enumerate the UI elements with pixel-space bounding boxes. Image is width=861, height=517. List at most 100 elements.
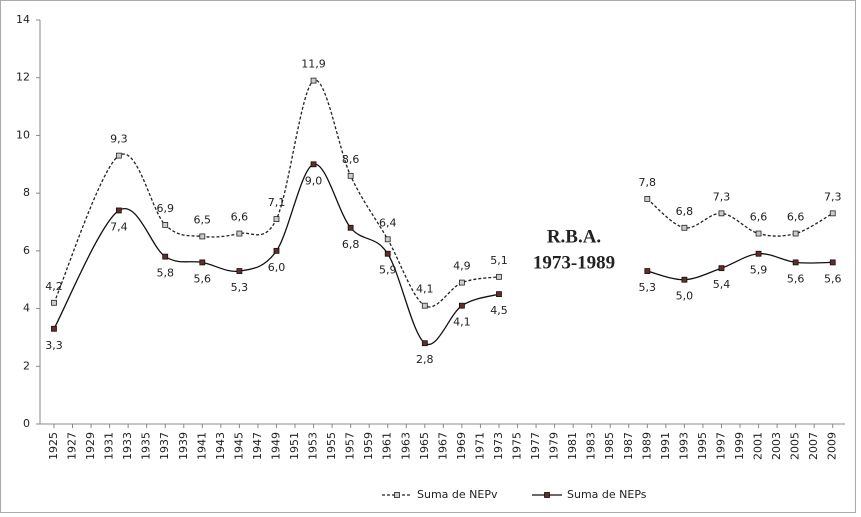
data-label: 5,1 — [490, 254, 508, 267]
x-tick-label: 1959 — [362, 432, 375, 460]
y-tick-label: 12 — [16, 71, 30, 84]
point — [496, 291, 502, 298]
point — [829, 210, 836, 217]
data-label: 5,8 — [156, 267, 174, 280]
point — [755, 230, 762, 237]
point — [644, 268, 651, 274]
x-tick-label: 1963 — [399, 432, 412, 460]
point — [115, 207, 122, 214]
data-label: 4,9 — [453, 260, 471, 273]
data-label: 4,1 — [416, 283, 434, 296]
x-tick-label: 1957 — [344, 432, 357, 460]
x-tick-label: 1943 — [214, 432, 227, 460]
data-label: 5,3 — [231, 281, 249, 294]
x-tick-label: 1947 — [251, 432, 264, 460]
x-tick-label: 1981 — [566, 432, 579, 460]
x-tick-label: 1939 — [177, 432, 190, 460]
data-label: 9,0 — [305, 174, 323, 187]
point — [273, 216, 280, 223]
x-tick-label: 1955 — [325, 432, 338, 460]
annotation: 1973-1989 — [533, 252, 615, 273]
data-label: 6,6 — [750, 211, 768, 224]
data-label: 6,4 — [379, 216, 397, 229]
data-label: 6,0 — [268, 261, 286, 274]
x-tick-label: 2001 — [752, 432, 765, 460]
series-line — [53, 79, 834, 308]
data-label: 6,6 — [787, 211, 805, 224]
data-label: 11,9 — [301, 58, 326, 71]
point — [273, 247, 280, 254]
data-label: 6,6 — [231, 211, 249, 224]
x-tick-label: 1953 — [307, 432, 320, 460]
point — [162, 221, 169, 228]
data-label: 8,6 — [342, 153, 360, 166]
data-label: 7,3 — [713, 190, 731, 203]
y-tick-label: 14 — [16, 13, 30, 26]
y-tick-label: 2 — [23, 359, 30, 372]
x-tick-label: 1977 — [529, 432, 542, 460]
point — [421, 340, 428, 347]
point — [51, 325, 57, 332]
x-tick-label: 1989 — [640, 432, 653, 460]
x-tick-label: 1937 — [158, 432, 171, 460]
y-tick-label: 4 — [23, 302, 30, 315]
x-tick-label: 1995 — [696, 432, 709, 460]
x-tick-label: 2009 — [826, 432, 839, 460]
x-tick-label: 1951 — [288, 432, 301, 460]
point — [681, 224, 688, 231]
point — [236, 230, 243, 237]
legend-label: Suma de NEPs — [567, 488, 647, 501]
x-tick-label: 1933 — [121, 432, 134, 460]
x-tick-label: 1971 — [473, 432, 486, 460]
x-tick-label: 1985 — [603, 432, 616, 460]
data-label: 5,9 — [750, 264, 768, 277]
point — [199, 233, 206, 240]
point — [792, 230, 799, 237]
point — [384, 250, 391, 257]
point — [458, 279, 465, 286]
point — [718, 210, 725, 217]
x-tick-label: 1973 — [492, 432, 505, 460]
y-tick-label: 8 — [23, 186, 30, 199]
point — [51, 299, 57, 306]
point — [681, 276, 688, 283]
x-tick-label: 1949 — [269, 432, 282, 460]
x-tick-label: 2007 — [807, 432, 820, 460]
point — [755, 250, 762, 257]
data-label: 5,0 — [676, 290, 694, 303]
x-tick-label: 1961 — [381, 432, 394, 460]
x-tick-label: 1967 — [436, 432, 449, 460]
x-tick-label: 1945 — [232, 432, 245, 460]
point — [199, 259, 206, 266]
legend-label: Suma de NEPv — [417, 488, 498, 501]
data-label: 6,8 — [676, 205, 694, 218]
data-label: 5,6 — [787, 272, 805, 285]
point — [792, 259, 799, 266]
data-label: 7,8 — [639, 176, 657, 189]
annotation: R.B.A. — [547, 226, 601, 247]
data-label: 5,3 — [639, 281, 657, 294]
point — [347, 172, 354, 179]
point — [829, 259, 836, 266]
data-label: 6,9 — [156, 202, 174, 215]
point — [347, 224, 354, 231]
data-label: 2,8 — [416, 353, 434, 366]
data-label: 4,1 — [453, 316, 471, 329]
x-tick-label: 1965 — [418, 432, 431, 460]
x-tick-label: 1975 — [511, 432, 524, 460]
x-tick-label: 1997 — [714, 432, 727, 460]
data-label: 7,1 — [268, 196, 286, 209]
point — [496, 273, 502, 280]
data-label: 4,2 — [45, 280, 63, 293]
point — [718, 265, 725, 272]
data-label: 6,8 — [342, 238, 360, 251]
x-tick-label: 1929 — [84, 432, 97, 460]
x-tick-label: 2003 — [770, 432, 783, 460]
point — [384, 236, 391, 243]
x-tick-label: 1935 — [140, 432, 153, 460]
point — [458, 302, 465, 309]
legend-marker — [544, 492, 550, 498]
x-tick-label: 1927 — [66, 432, 79, 460]
